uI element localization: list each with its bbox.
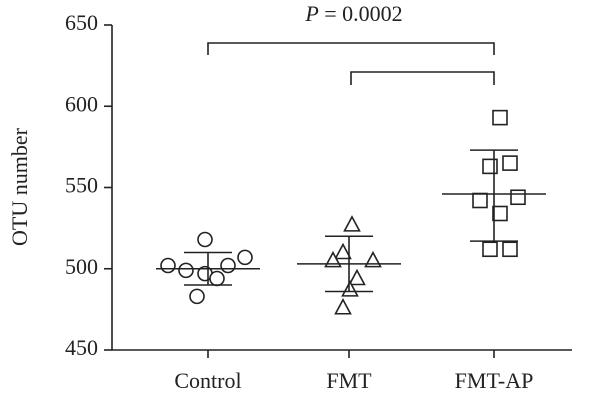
- y-tick-label: 600: [65, 91, 98, 116]
- x-tick-label: Control: [174, 368, 241, 393]
- x-tick-label: FMT: [326, 368, 372, 393]
- y-tick-label: 550: [65, 173, 98, 198]
- data-point: [510, 189, 526, 206]
- data-point: [220, 257, 236, 274]
- data-point: [341, 280, 359, 297]
- y-tick-label: 650: [65, 10, 98, 35]
- data-point: [502, 155, 518, 171]
- comparison-bracket: [350, 71, 495, 85]
- data-point: [209, 270, 225, 287]
- y-tick-label: 450: [65, 335, 98, 360]
- data-point: [472, 192, 488, 209]
- data-point: [482, 241, 498, 258]
- data-point: [334, 298, 352, 315]
- x-tick-label: FMT-AP: [455, 368, 534, 393]
- data-point: [189, 288, 205, 305]
- data-point: [492, 205, 508, 222]
- data-point: [343, 215, 361, 232]
- data-point: [502, 241, 518, 258]
- data-point: [492, 109, 508, 126]
- data-point: [482, 158, 498, 175]
- data-point: [160, 257, 176, 274]
- data-point: [334, 242, 352, 260]
- data-point: [348, 268, 366, 286]
- data-point: [237, 249, 253, 266]
- comparison-bracket: [207, 42, 495, 55]
- data-point: [197, 231, 213, 248]
- data-point: [178, 262, 194, 279]
- y-tick-label: 500: [65, 254, 98, 279]
- y-axis-label: OTU number: [7, 127, 32, 246]
- annotation: P = 0.0002: [304, 1, 402, 26]
